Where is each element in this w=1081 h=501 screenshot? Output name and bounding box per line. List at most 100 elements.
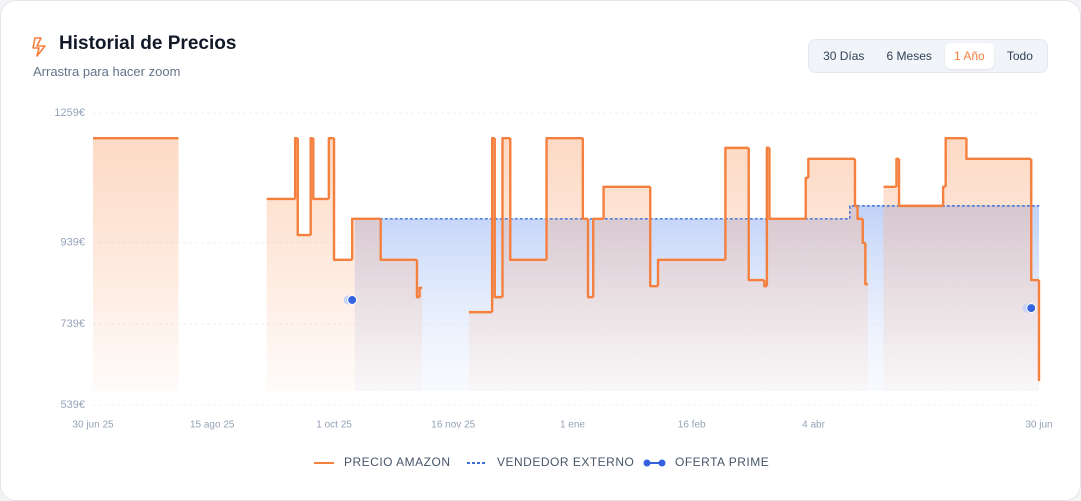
amazon-step [509,138,547,262]
range-buttons: 30 Días 6 Meses 1 Año Todo [808,39,1048,73]
area-step [380,259,417,391]
amazon-step [586,218,594,299]
area-step [546,138,583,391]
area-step [582,218,589,391]
area-step [896,158,900,391]
area-step [266,198,296,391]
legend-label: VENDEDOR EXTERNO [497,455,634,469]
amazon-step [350,217,381,260]
amazon-step [897,158,944,208]
area-step [328,138,335,391]
area-step [468,312,493,391]
amazon-step [856,205,863,221]
y-tick-label: 939€ [61,237,85,249]
area-step [945,138,967,391]
area-step [883,186,897,391]
area-step [899,205,944,391]
y-tick-label: 1259€ [54,107,85,119]
subtitle: Arrastra para hacer zoom [33,64,181,79]
x-tick-label: 1 ene [560,420,585,431]
range-button[interactable]: 6 Meses [886,49,932,63]
legend-label: PRECIO AMAZON [344,455,451,469]
amazon-step [309,136,314,236]
amazon-step [1030,158,1039,282]
x-tick-label: 16 nov 25 [431,420,475,431]
amazon-step [965,138,1032,161]
amazon-step [807,157,855,178]
prime-offer-point [347,294,358,305]
area-step [766,147,770,391]
area-step [419,287,423,391]
area-step [93,138,179,391]
area-step [966,158,1032,391]
amazon-step [656,258,726,287]
area-step [494,297,503,391]
amazon-step [804,176,809,219]
amazon-step [501,136,511,298]
area-step [334,259,353,391]
amazon-step [724,146,749,260]
area-step [865,284,868,391]
y-tick-label: 739€ [61,318,85,330]
area-step [769,218,806,391]
external-step [849,205,1039,219]
amazon-step [944,136,967,187]
area-step [1031,280,1039,391]
area-step [854,205,858,391]
x-tick-label: 16 feb [678,420,706,431]
legend-icon [643,459,651,467]
amazon-step [296,138,311,237]
amazon-step [592,217,604,298]
y-tick-label: 539€ [61,399,85,411]
amazon-step [747,147,765,282]
amazon-step [864,242,868,286]
amazon-step [332,138,353,262]
amazon-step [768,147,806,221]
x-tick-label: 4 abr [802,420,825,431]
range-button[interactable]: Todo [1006,49,1033,63]
area-step [295,138,298,391]
area-step [658,259,726,391]
area-step [492,138,495,391]
amazon-step [418,286,423,298]
legend-icon [658,459,666,467]
areas [93,138,1039,391]
area-step [310,138,314,391]
area-step [297,235,311,391]
area-step [510,259,547,391]
area-step [502,138,511,391]
amazon-step [581,138,589,221]
area-step [588,297,594,391]
range-button[interactable]: 30 Días [823,49,865,63]
area-step [805,177,809,391]
area-step [764,286,767,391]
x-tick-label: 15 ago 25 [190,420,235,431]
lines [93,136,1041,382]
amazon-step [490,136,495,313]
area-step [808,158,855,391]
range-button[interactable]: 1 Año [945,43,994,69]
area-step [416,297,420,391]
title: Historial de Precios [59,33,237,54]
area-step [352,218,381,391]
amazon-step [545,136,583,260]
area-step [313,198,329,391]
amazon-step [379,218,417,262]
area-step [943,186,946,391]
amazon-step [312,138,329,201]
amazon-step [327,136,335,199]
legend-label: OFERTA PRIME [675,455,769,469]
x-tick-label: 30 jun 25 [72,420,114,431]
area-step [857,218,863,391]
amazon-step [853,158,858,208]
area-step [748,280,765,391]
amazon-step [493,138,503,299]
prime-offer-point [1026,303,1037,314]
bolt-icon [32,37,46,57]
area-step [593,218,604,391]
area-step [650,286,659,391]
amazon-step [602,185,651,219]
area-step [603,186,651,391]
amazon-step [649,186,659,288]
